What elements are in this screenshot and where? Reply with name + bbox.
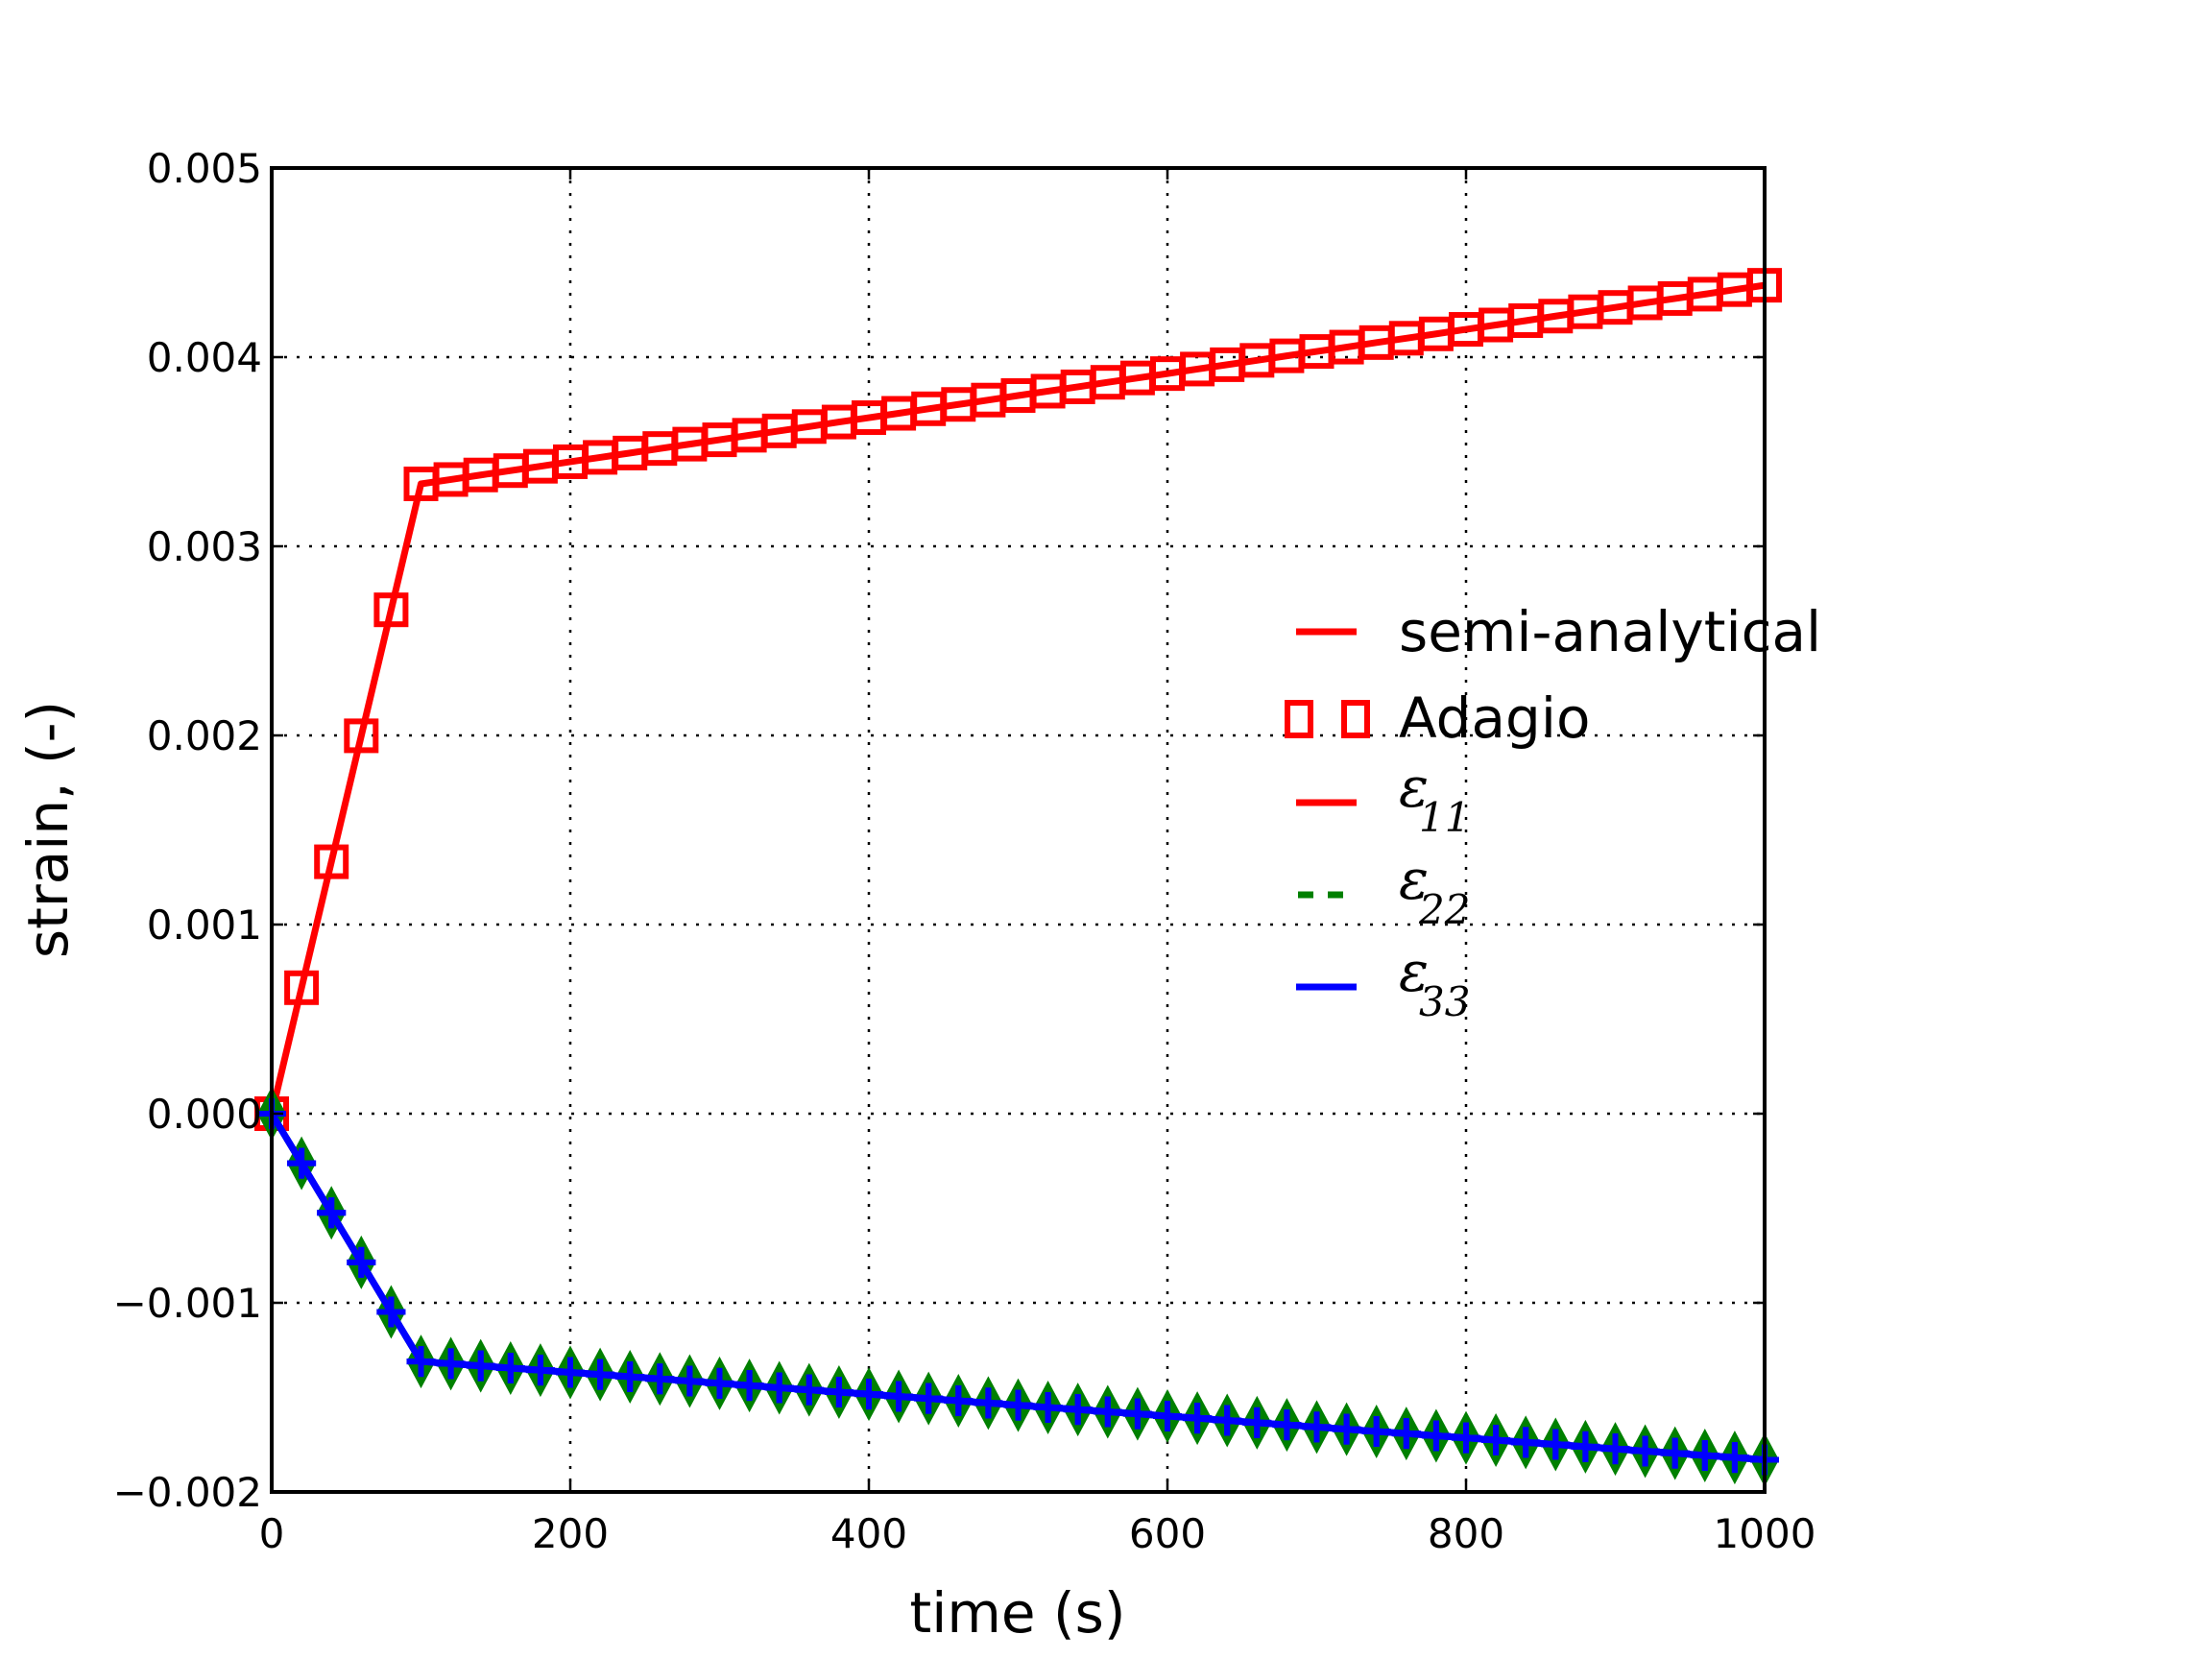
data-point-plus (794, 1374, 824, 1406)
series-e22-3 (257, 1087, 1779, 1487)
data-point-plus (1033, 1391, 1063, 1423)
series-e11-0 (268, 281, 1766, 1115)
series-line (268, 281, 1766, 1115)
data-point-plus (1541, 1429, 1571, 1460)
data-point-plus (914, 1382, 944, 1414)
data-point-plus (1272, 1409, 1302, 1441)
data-point-plus (376, 1296, 406, 1328)
x-tick-label: 1000 (1714, 1510, 1816, 1557)
data-point-plus (854, 1379, 883, 1410)
y-tick-label: 0.001 (147, 902, 262, 949)
data-point-plus (1630, 1435, 1660, 1467)
data-point-square (314, 844, 349, 879)
data-point-plus (436, 1348, 466, 1380)
data-point-plus (1183, 1403, 1213, 1434)
data-point-plus (734, 1370, 764, 1402)
data-point-plus (824, 1376, 854, 1407)
data-point-plus (884, 1381, 914, 1412)
x-tick-label: 800 (1428, 1510, 1504, 1557)
legend-label: ε (1399, 939, 1429, 1004)
data-point-plus (944, 1385, 974, 1417)
data-point-plus (1719, 1442, 1749, 1474)
data-point-plus (287, 1147, 317, 1179)
data-point-plus (556, 1357, 585, 1388)
ticks: 0 200 400 600 800 1000 0.005 0.004 0.003 0.002 0.0… (113, 145, 1816, 1557)
y-tick-label: 0.003 (147, 523, 262, 570)
data-point-plus (1571, 1431, 1600, 1462)
data-point-plus (1122, 1398, 1152, 1430)
x-tick-label: 0 (259, 1510, 285, 1557)
data-point-plus (1332, 1413, 1361, 1445)
data-point-plus (1481, 1425, 1511, 1456)
legend-swatch-square (1285, 700, 1313, 738)
data-point-plus (705, 1367, 734, 1399)
data-point-plus (764, 1372, 794, 1404)
y-tick-label: −0.002 (113, 1469, 262, 1516)
data-point-plus (1690, 1439, 1719, 1471)
y-tick-label: −0.001 (113, 1280, 262, 1327)
plot-frame (270, 166, 1767, 1494)
data-point-plus (1391, 1418, 1421, 1450)
series-e33-line-top (257, 1098, 1779, 1476)
data-point-plus (1660, 1437, 1690, 1469)
legend-label-subscript: 22 (1418, 886, 1470, 933)
grid (272, 168, 1765, 1492)
data-point-plus (406, 1346, 436, 1378)
x-tick-label: 600 (1129, 1510, 1206, 1557)
series-e11-1 (254, 268, 1782, 1131)
y-tick-label: 0.000 (147, 1091, 262, 1138)
data-point-plus (645, 1363, 675, 1395)
data-point-plus (1213, 1405, 1242, 1436)
data-point-plus (1452, 1422, 1480, 1454)
x-tick-label: 400 (830, 1510, 907, 1557)
y-axis-label: strain, (-) (15, 701, 81, 958)
legend-item: ε11 (1296, 755, 1470, 841)
legend-item: Adagio (1285, 685, 1590, 751)
data-point-plus (466, 1350, 495, 1382)
data-point-plus (586, 1358, 615, 1390)
data-point-plus (317, 1197, 347, 1229)
legend-label: semi-analytical (1399, 599, 1821, 664)
legend-item: ε22 (1298, 847, 1470, 933)
y-tick-label: 0.002 (147, 712, 262, 759)
legend-label: ε (1399, 847, 1429, 912)
data-point-square (284, 970, 320, 1005)
data-point-plus (1063, 1394, 1093, 1426)
legend-item: semi-analytical (1296, 599, 1821, 664)
data-point-plus (1421, 1420, 1451, 1452)
data-point-plus (1511, 1427, 1541, 1458)
data-point-plus (675, 1365, 705, 1397)
data-point-plus (1242, 1407, 1272, 1438)
y-tick-label: 0.005 (147, 145, 262, 192)
series-layer (254, 268, 1782, 1487)
data-point-plus (1600, 1433, 1630, 1465)
legend-swatch-square (1341, 700, 1370, 738)
data-point-plus (974, 1387, 1003, 1419)
data-point-plus (615, 1361, 645, 1393)
x-axis-label: time (s) (910, 1580, 1126, 1646)
x-tick-label: 200 (532, 1510, 609, 1557)
legend-item: ε33 (1296, 939, 1470, 1025)
data-point-plus (1302, 1411, 1332, 1443)
legend-label: ε (1399, 755, 1429, 820)
y-tick-label: 0.004 (147, 334, 262, 381)
data-point-plus (1003, 1389, 1033, 1421)
data-point-plus (525, 1355, 555, 1386)
data-point-square (373, 592, 409, 628)
legend-label-subscript: 33 (1419, 978, 1470, 1025)
legend-label-subscript: 11 (1419, 794, 1470, 841)
data-point-plus (347, 1246, 376, 1278)
data-point-plus (1361, 1415, 1391, 1447)
data-point-plus (1093, 1396, 1122, 1428)
data-point-plus (495, 1352, 525, 1383)
data-point-square (344, 718, 379, 754)
legend-label: Adagio (1399, 685, 1590, 751)
data-point-plus (1153, 1401, 1182, 1431)
